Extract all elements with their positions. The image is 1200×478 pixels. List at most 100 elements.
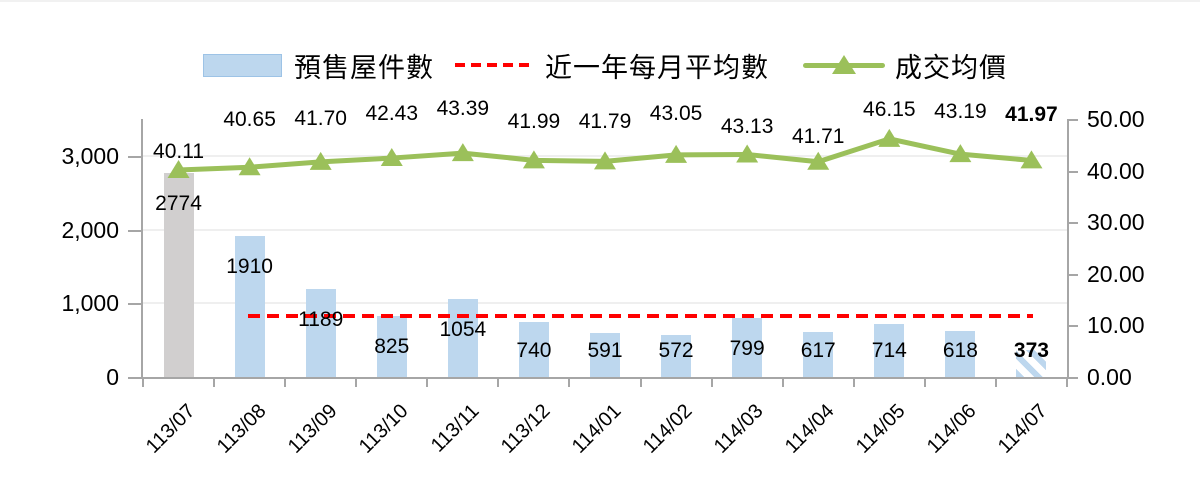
triangle-marker-icon	[167, 160, 190, 179]
price-value-label: 43.19	[934, 100, 987, 124]
price-value-label: 41.99	[507, 110, 561, 134]
price-value-label: 42.43	[365, 102, 419, 126]
bar	[376, 316, 407, 377]
price-value-label: 41.97	[1005, 103, 1058, 127]
bottom-axis-line	[141, 377, 1069, 379]
right-axis-tick-label: 30.00	[1087, 209, 1145, 236]
bar-value-label: 799	[729, 337, 765, 361]
triangle-marker-icon	[380, 148, 403, 167]
right-axis-tick-label: 0.00	[1087, 364, 1132, 390]
right-axis-line	[1067, 119, 1069, 377]
gridline	[143, 228, 1067, 231]
bar	[518, 322, 549, 377]
right-axis-tick	[1069, 377, 1078, 379]
bar	[661, 334, 692, 377]
bar-value-label: 617	[800, 339, 836, 362]
bar	[1016, 349, 1047, 377]
x-axis-tick	[426, 379, 429, 387]
right-axis-tick	[1069, 325, 1078, 328]
bar-value-label: 572	[658, 339, 694, 362]
price-value-label: 40.65	[223, 108, 276, 132]
price-value-label: 46.15	[863, 97, 916, 121]
triangle-marker-icon	[665, 144, 688, 163]
right-axis-tick	[1069, 119, 1078, 121]
right-axis-tick-label: 10.00	[1087, 312, 1145, 339]
bar	[803, 331, 834, 377]
bar-value-label: 1054	[439, 318, 487, 342]
price-value-label: 40.11	[153, 140, 205, 164]
legend-item-avg-price: 成交均價	[803, 50, 1007, 83]
triangle-marker-icon	[878, 128, 901, 147]
bar-value-label: 714	[871, 339, 907, 362]
bar-value-label: 618	[942, 339, 978, 362]
triangle-marker-icon	[736, 144, 759, 163]
x-axis-tick	[497, 379, 500, 387]
legend-item-yearly-average: 近一年每月平均數	[455, 50, 769, 83]
triangle-marker-icon	[238, 157, 261, 176]
triangle-marker-icon	[309, 151, 332, 170]
price-value-label: 43.05	[649, 101, 703, 125]
legend-item-presale-count: 預售屋件數	[203, 50, 434, 83]
bar	[234, 236, 265, 377]
dashed-line-swatch-icon	[455, 63, 533, 67]
x-axis-tick	[568, 379, 571, 387]
bar-value-label: 373	[1013, 339, 1049, 362]
price-value-label: 41.71	[791, 124, 845, 148]
right-axis-tick-label: 50.00	[1087, 106, 1145, 132]
price-value-label: 41.79	[578, 110, 632, 134]
right-axis-tick-label: 20.00	[1087, 260, 1145, 287]
left-axis-tick-label: 0	[106, 364, 119, 390]
left-axis-tick-label: 3,000	[61, 142, 119, 169]
right-axis-tick	[1069, 273, 1078, 276]
left-axis-tick-label: 1,000	[61, 290, 119, 317]
bar	[590, 333, 620, 377]
legend-label-avg-price: 成交均價	[895, 52, 1007, 83]
x-axis-tick	[284, 379, 287, 387]
bar-value-label: 740	[516, 339, 552, 362]
price-value-label: 43.39	[436, 97, 490, 121]
bar	[305, 289, 336, 377]
legend-label-presale-count: 預售屋件數	[294, 52, 434, 83]
x-axis-tick	[781, 379, 784, 387]
legend-label-yearly-average: 近一年每月平均數	[545, 52, 769, 83]
line-series-swatch-icon	[803, 55, 885, 75]
x-axis-tick	[710, 379, 713, 387]
bar-value-label: 825	[374, 335, 410, 359]
gridline	[143, 302, 1067, 305]
triangle-marker-icon	[949, 144, 972, 163]
x-axis-tick	[994, 379, 997, 387]
bar	[163, 172, 194, 377]
x-axis-tick	[852, 379, 855, 387]
right-axis-tick	[1069, 222, 1078, 225]
triangle-marker-icon	[1020, 150, 1043, 169]
x-axis-tick	[142, 379, 144, 387]
left-axis-tick	[128, 303, 143, 306]
bar-value-label: 591	[587, 339, 623, 362]
left-axis-tick-label: 2,000	[61, 216, 119, 243]
average-line	[247, 313, 1034, 318]
left-axis-tick	[128, 377, 143, 379]
x-axis-tick	[213, 379, 216, 387]
triangle-marker-icon	[594, 151, 616, 170]
x-axis-tick	[923, 379, 926, 387]
triangle-marker-icon	[807, 151, 830, 170]
left-axis-tick	[128, 229, 143, 232]
x-axis-tick	[1066, 379, 1068, 387]
bar-value-label: 2774	[155, 191, 202, 215]
right-axis-tick	[1069, 170, 1078, 173]
price-value-label: 41.70	[294, 106, 347, 130]
triangle-marker-icon	[451, 143, 474, 162]
left-axis-line	[141, 119, 143, 377]
bar	[874, 324, 905, 377]
triangle-marker-icon	[522, 150, 545, 169]
price-value-label: 43.13	[720, 115, 774, 139]
bar	[945, 331, 976, 377]
left-axis-tick	[128, 155, 143, 158]
bar	[447, 299, 478, 377]
bar-value-label: 1910	[226, 255, 273, 279]
right-axis-tick-label: 40.00	[1087, 157, 1145, 184]
bar-series-swatch-icon	[203, 53, 282, 77]
bar	[732, 318, 763, 377]
